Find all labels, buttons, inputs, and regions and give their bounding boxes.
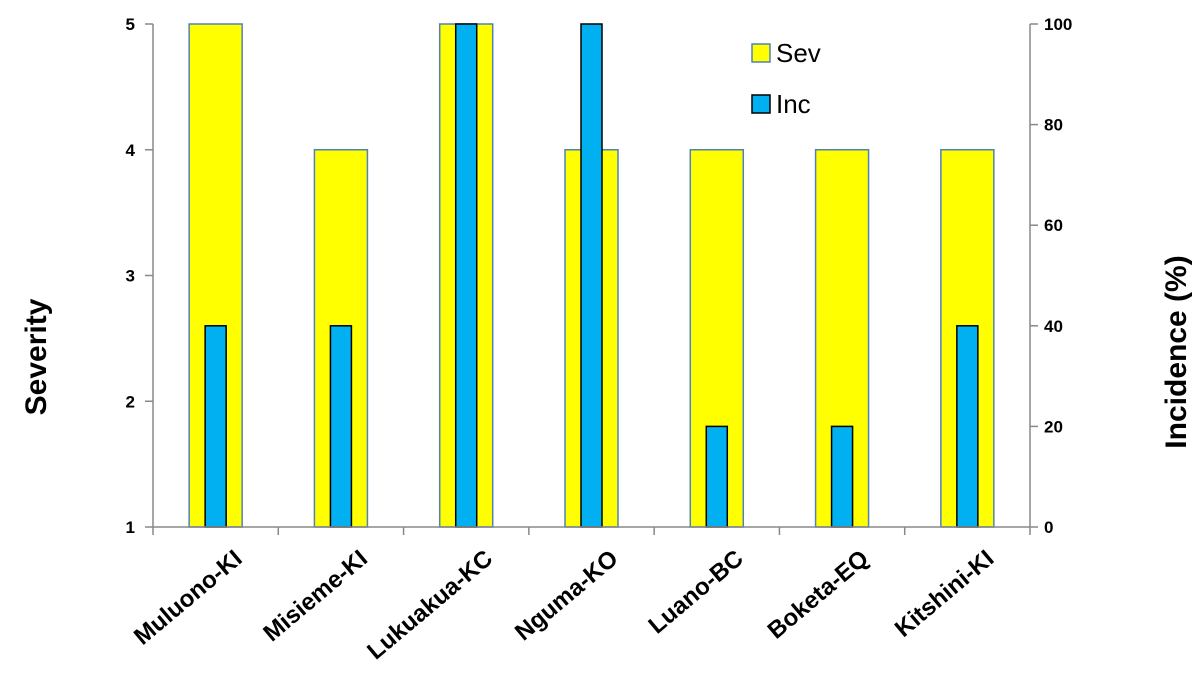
- left-tick-label-1: 2: [126, 392, 135, 411]
- category-label-3: Nguma-KO: [510, 545, 623, 646]
- left-tick-labels: 1 2 3 4 5: [126, 15, 136, 537]
- left-tick-label-4: 5: [126, 15, 135, 34]
- right-tick-label-2: 40: [1044, 317, 1063, 336]
- right-tick-label-0: 0: [1044, 518, 1053, 537]
- inc-bar-4: [705, 425, 729, 528]
- left-tick-label-2: 3: [126, 267, 135, 286]
- inc-bar-5: [830, 425, 854, 528]
- y-axis-title: Severity: [20, 298, 53, 415]
- right-tick-labels: 0 20 40 60 80 100: [1044, 15, 1072, 537]
- right-tick-label-5: 100: [1044, 15, 1072, 34]
- legend-swatch-inc: [751, 94, 771, 114]
- legend: Sev Inc: [751, 38, 821, 119]
- left-tick-label-0: 1: [126, 518, 135, 537]
- legend-swatch-sev: [751, 43, 771, 63]
- inc-bar-3: [580, 23, 603, 528]
- axes: [145, 23, 1038, 535]
- incidence-bars: [204, 23, 979, 528]
- legend-label-inc: Inc: [776, 89, 811, 119]
- right-tick-label-3: 60: [1044, 216, 1063, 235]
- category-label-5: Boketa-EQ: [763, 545, 874, 645]
- inc-bar-2: [454, 23, 478, 528]
- category-label-6: Kitshini-KI: [890, 545, 999, 643]
- category-label-1: Misieme-KI: [258, 545, 372, 647]
- right-tick-label-1: 20: [1044, 417, 1063, 436]
- inc-bar-6: [956, 325, 979, 528]
- legend-label-sev: Sev: [776, 38, 821, 68]
- category-label-2: Lukuakua-KC: [362, 545, 498, 665]
- inc-bar-0: [204, 325, 227, 528]
- inc-bar-1: [329, 325, 353, 528]
- y2-axis-title: Incidence (%): [1160, 255, 1193, 448]
- category-label-4: Luano-BC: [643, 545, 748, 639]
- right-tick-label-4: 80: [1044, 116, 1063, 135]
- category-label-0: Muluono-KI: [129, 545, 247, 651]
- left-tick-label-3: 4: [126, 141, 136, 160]
